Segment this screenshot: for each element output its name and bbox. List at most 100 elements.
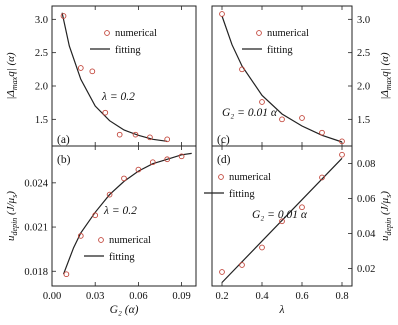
annotation: λ = 0.2 — [101, 91, 135, 103]
legend-label: fitting — [267, 45, 293, 56]
panel-label: (c) — [217, 134, 230, 146]
y-tick-label: 2.5 — [357, 48, 370, 59]
y-tick-label: 2.0 — [35, 82, 48, 93]
data-point — [279, 116, 285, 123]
legend-label: numerical — [267, 28, 309, 39]
x-tick-label: 0.03 — [86, 291, 104, 302]
plot-frame — [51, 5, 197, 147]
data-point — [77, 233, 84, 239]
x-tick-label: 0.06 — [129, 291, 147, 302]
data-point — [106, 191, 113, 198]
y-tick-label: 3.0 — [357, 15, 370, 26]
x-axis-label: G₂ (α) — [110, 304, 139, 316]
y-axis-label-part: |Δ — [5, 90, 17, 99]
data-point — [77, 65, 84, 71]
plot-frame — [211, 5, 353, 147]
y-axis-label-part: q| (α) — [5, 52, 17, 77]
data-point — [239, 66, 245, 73]
data-point — [339, 151, 345, 158]
y-tick-label: 0.08 — [357, 159, 375, 170]
y-tick-label: 0.018 — [24, 267, 48, 278]
y-tick-label: 2.0 — [357, 82, 370, 93]
x-tick-label: 0.6 — [295, 291, 308, 302]
annotation: G₂ = 0.01 α — [252, 209, 308, 221]
legend-label: fitting — [109, 252, 135, 263]
data-point — [299, 115, 305, 121]
legend-marker-icon — [256, 30, 262, 36]
data-point — [178, 153, 185, 160]
data-point — [219, 11, 225, 17]
plot-frame — [211, 145, 353, 287]
panel-d: 0.02 0.04 0.06 0.08 0.2 0.4 0.6 0.8 λ udepin (J/μ… — [204, 145, 393, 316]
x-tick-label: 0.8 — [335, 291, 348, 302]
annotation: G₂ = 0.01 α — [222, 107, 278, 119]
y-axis-label-part: depin — [384, 218, 393, 236]
y-tick-label: 1.5 — [357, 115, 370, 126]
panel-label: (a) — [57, 134, 70, 146]
y-axis-label-part: max — [10, 76, 19, 90]
panel-label: (d) — [217, 154, 231, 166]
legend-label: numerical — [229, 172, 271, 183]
y-axis-label-part: (J/μ — [5, 197, 17, 217]
data-point — [135, 166, 142, 173]
legend-marker-icon — [98, 237, 104, 243]
y-tick-label: 0.024 — [24, 178, 48, 189]
data-point — [319, 174, 325, 181]
data-point — [279, 218, 285, 225]
data-point — [164, 136, 171, 143]
panel-b: 0.018 0.021 0.024 0.00 0.03 0.06 0.09 G₂ (α) ude… — [5, 145, 197, 316]
y-tick-label: 0.02 — [357, 264, 375, 275]
y-axis-label-part: (J/μ — [379, 197, 391, 217]
y-tick-label: 2.5 — [35, 48, 48, 59]
data-point — [92, 212, 99, 219]
data-point — [60, 13, 67, 19]
data-point — [102, 109, 109, 116]
x-tick-label: 0.09 — [172, 291, 190, 302]
data-point — [259, 99, 265, 105]
y-axis-label-part: s — [384, 195, 393, 198]
data-point — [259, 244, 265, 251]
x-tick-label: 0.00 — [43, 291, 61, 302]
x-axis-label: λ — [279, 304, 285, 316]
legend-label: fitting — [115, 45, 141, 56]
legend-marker-icon — [218, 174, 224, 180]
legend-marker-icon — [104, 30, 110, 36]
y-tick-label: 1.5 — [35, 115, 48, 126]
fitting-curve — [221, 15, 343, 143]
fitting-curve — [62, 152, 192, 275]
y-tick-label: 0.06 — [357, 194, 375, 205]
y-axis-label: |Δmaxq| (α) — [379, 52, 393, 100]
data-point — [319, 129, 325, 136]
x-tick-label: 0.4 — [255, 291, 269, 302]
y-axis-label-part: depin — [10, 218, 19, 236]
y-axis-label: udepin (J/μs) — [379, 191, 393, 241]
y-axis-label-part: s — [10, 195, 19, 198]
data-point — [63, 271, 70, 278]
y-axis-label-part: u — [5, 235, 17, 241]
y-tick-label: 0.021 — [24, 223, 48, 234]
panel-c: 1.5 2.0 2.5 3.0 |Δmaxq| (α) (c) G₂ = 0.01 α num… — [211, 5, 393, 147]
y-tick-label: 0.04 — [357, 229, 376, 240]
y-axis-label: |Δmaxq| (α) — [5, 52, 19, 100]
data-point — [219, 269, 225, 275]
annotation: λ = 0.2 — [103, 205, 137, 217]
data-point — [149, 159, 156, 166]
legend-label: numerical — [115, 28, 157, 39]
y-axis-label-part: ) — [379, 191, 391, 196]
panel-label: (b) — [57, 154, 71, 166]
y-axis-label-part: |Δ — [379, 90, 391, 99]
data-point — [89, 68, 96, 75]
y-tick-label: 3.0 — [35, 15, 48, 26]
fitting-curve — [221, 157, 343, 283]
data-point — [339, 138, 345, 145]
data-point — [147, 134, 153, 141]
y-axis-label-part: q| (α) — [379, 52, 391, 77]
y-axis-label: udepin (J/μs) — [5, 191, 19, 241]
y-axis-label-part: max — [384, 76, 393, 90]
panel-a: 1.5 2.0 2.5 3.0 |Δmaxq| (α) (a) λ = 0.2 numeric… — [5, 5, 197, 147]
y-axis-label-part: u — [379, 235, 391, 241]
legend-label: fitting — [229, 189, 255, 200]
data-point — [299, 204, 305, 211]
